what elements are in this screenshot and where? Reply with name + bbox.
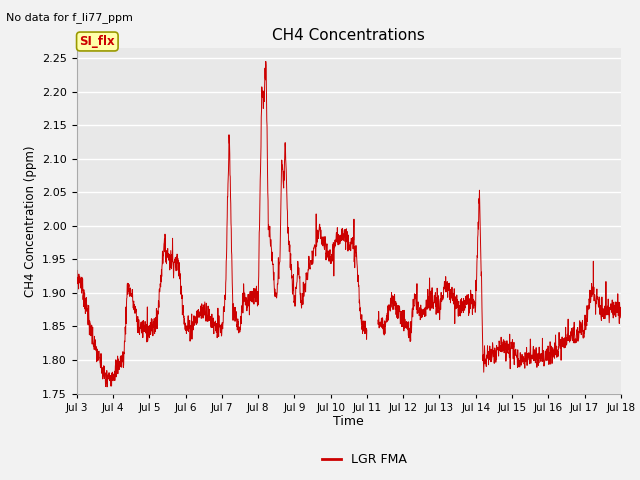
Legend: LGR FMA: LGR FMA <box>317 448 412 471</box>
X-axis label: Time: Time <box>333 415 364 429</box>
Title: CH4 Concentrations: CH4 Concentrations <box>273 28 425 43</box>
Text: No data for f_li77_ppm: No data for f_li77_ppm <box>6 12 133 23</box>
Text: SI_flx: SI_flx <box>79 35 115 48</box>
Y-axis label: CH4 Concentration (ppm): CH4 Concentration (ppm) <box>24 145 36 297</box>
